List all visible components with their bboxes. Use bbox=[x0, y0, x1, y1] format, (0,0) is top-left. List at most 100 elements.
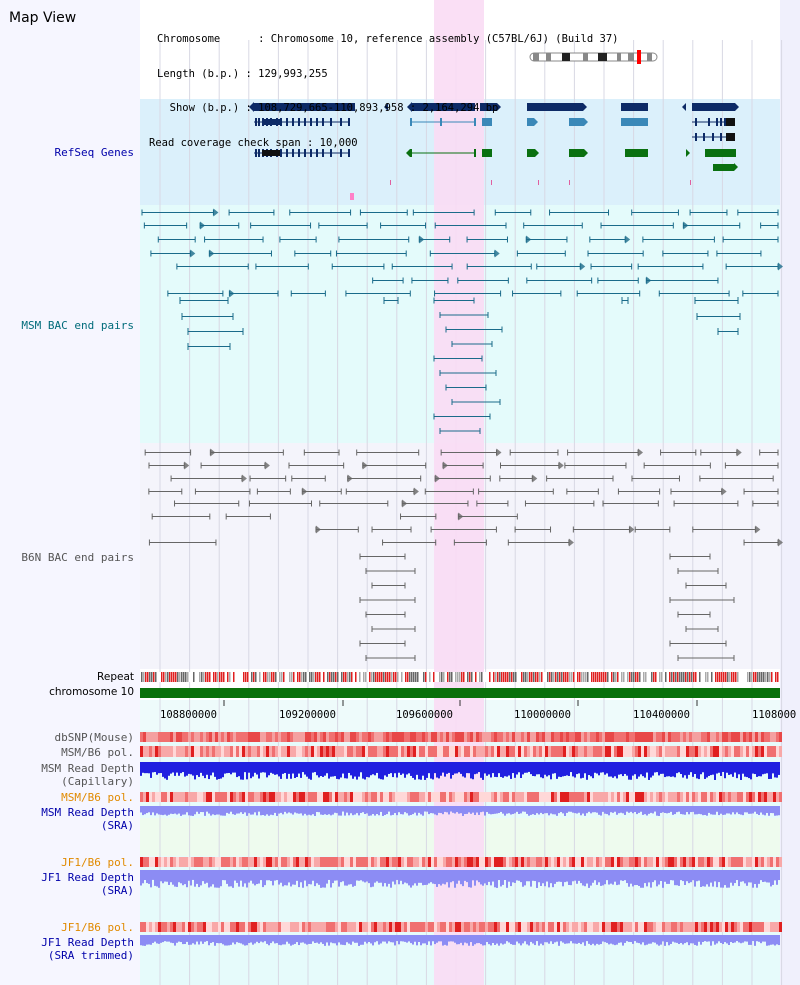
polymorphism-cell bbox=[614, 746, 617, 757]
read-depth-bar bbox=[734, 935, 736, 943]
polymorphism-cell bbox=[692, 732, 695, 742]
read-depth-bar bbox=[552, 762, 554, 774]
read-depth-bar bbox=[614, 806, 616, 812]
polymorphism-cell bbox=[740, 746, 743, 757]
msm-depth-sra-label[interactable]: MSM Read Depth (SRA) bbox=[41, 806, 134, 832]
msm-bac-label[interactable]: MSM BAC end pairs bbox=[21, 319, 134, 332]
msm-depth-capillary-label[interactable]: MSM Read Depth (Capillary) bbox=[41, 762, 134, 788]
polymorphism-cell bbox=[227, 746, 230, 757]
read-depth-bar bbox=[320, 806, 322, 815]
read-depth-bar bbox=[460, 762, 462, 774]
read-depth-bar bbox=[604, 870, 606, 885]
b6n-bac-label[interactable]: B6N BAC end pairs bbox=[21, 551, 134, 564]
read-depth-bar bbox=[246, 806, 248, 816]
read-depth-bar bbox=[224, 762, 226, 774]
jf1-depth-trimmed-label[interactable]: JF1 Read Depth (SRA trimmed) bbox=[41, 936, 134, 962]
read-depth-bar bbox=[582, 935, 584, 943]
polymorphism-cell bbox=[485, 857, 488, 867]
polymorphism-cell bbox=[776, 922, 779, 932]
read-depth-bar bbox=[458, 762, 460, 773]
read-depth-bar bbox=[452, 935, 454, 942]
polymorphism-cell bbox=[443, 746, 446, 757]
polymorphism-cell bbox=[776, 746, 779, 757]
polymorphism-cell bbox=[332, 857, 335, 867]
polymorphism-cell bbox=[608, 732, 611, 742]
polymorphism-cell bbox=[710, 857, 713, 867]
refseq-genes-label[interactable]: RefSeq Genes bbox=[54, 146, 134, 159]
repeat-element bbox=[755, 672, 757, 682]
read-depth-bar bbox=[204, 870, 206, 884]
polymorphism-cell bbox=[629, 792, 632, 802]
repeat-element bbox=[731, 672, 733, 682]
read-depth-bar bbox=[466, 806, 468, 814]
read-depth-bar bbox=[492, 806, 494, 815]
read-depth-bar bbox=[466, 762, 468, 774]
polymorphism-cell bbox=[203, 746, 206, 757]
polymorphism-cell bbox=[284, 732, 287, 742]
read-depth-bar bbox=[652, 870, 654, 883]
polymorphism-cell bbox=[278, 732, 281, 742]
polymorphism-cell bbox=[407, 922, 410, 932]
read-depth-bar bbox=[614, 935, 616, 946]
jf1-b6-pol-label[interactable]: JF1/B6 pol. bbox=[61, 856, 134, 869]
read-depth-bar bbox=[642, 762, 644, 777]
polymorphism-cell bbox=[275, 792, 278, 802]
read-depth-bar bbox=[298, 762, 300, 774]
read-depth-bar bbox=[316, 762, 318, 776]
polymorphism-cell bbox=[176, 792, 179, 802]
polymorphism-cell bbox=[254, 922, 257, 932]
repeat-element bbox=[343, 672, 345, 682]
polymorphism-cell bbox=[416, 792, 419, 802]
polymorphism-cell bbox=[650, 732, 653, 742]
read-depth-bar bbox=[412, 806, 414, 815]
read-depth-bar bbox=[344, 870, 346, 886]
jf1-b6-pol2-label[interactable]: JF1/B6 pol. bbox=[61, 921, 134, 934]
strand-arrow bbox=[735, 103, 739, 111]
polymorphism-cell bbox=[659, 746, 662, 757]
read-depth-bar bbox=[222, 935, 224, 945]
polymorphism-cell bbox=[545, 792, 548, 802]
gene-exon bbox=[724, 118, 726, 126]
jf1-depth-sra-label[interactable]: JF1 Read Depth (SRA) bbox=[41, 871, 134, 897]
read-depth-bar bbox=[250, 870, 252, 881]
read-depth-bar bbox=[332, 935, 334, 944]
repeat-element bbox=[153, 672, 155, 682]
read-depth-bar bbox=[502, 806, 504, 814]
read-depth-bar bbox=[394, 806, 396, 814]
polymorphism-cell bbox=[524, 746, 527, 757]
polymorphism-cell bbox=[200, 792, 203, 802]
polymorphism-cell bbox=[551, 746, 554, 757]
msm-b6-pol2-label[interactable]: MSM/B6 pol. bbox=[61, 791, 134, 804]
read-depth-bar bbox=[678, 762, 680, 773]
read-depth-bar bbox=[432, 935, 434, 942]
read-depth-bar bbox=[558, 870, 560, 882]
read-depth-bar bbox=[176, 806, 178, 815]
polymorphism-cell bbox=[344, 922, 347, 932]
read-depth-bar bbox=[552, 806, 554, 815]
msm-b6-pol-label[interactable]: MSM/B6 pol. bbox=[61, 746, 134, 759]
polymorphism-cell bbox=[158, 792, 161, 802]
read-depth-bar bbox=[674, 806, 676, 815]
polymorphism-cell bbox=[347, 792, 350, 802]
polymorphism-cell bbox=[359, 922, 362, 932]
read-depth-bar bbox=[404, 935, 406, 942]
read-depth-bar bbox=[432, 870, 434, 884]
read-depth-bar bbox=[764, 935, 766, 942]
read-depth-bar bbox=[212, 806, 214, 815]
read-depth-bar bbox=[196, 870, 198, 884]
repeat-element bbox=[201, 672, 203, 682]
b6n-bac-pair-arrow bbox=[347, 474, 353, 483]
read-depth-bar bbox=[754, 762, 756, 775]
read-depth-bar bbox=[678, 806, 680, 812]
polymorphism-cell bbox=[347, 732, 350, 742]
polymorphism-cell bbox=[626, 746, 629, 757]
gene-exon bbox=[720, 118, 722, 126]
read-depth-bar bbox=[234, 806, 236, 815]
read-depth-bar bbox=[652, 935, 654, 943]
read-depth-bar bbox=[178, 935, 180, 942]
read-depth-bar bbox=[262, 870, 264, 888]
read-depth-bar bbox=[440, 762, 442, 776]
repeat-element bbox=[217, 672, 219, 682]
polymorphism-cell bbox=[767, 732, 770, 742]
dbsnp-label[interactable]: dbSNP(Mouse) bbox=[54, 731, 134, 744]
